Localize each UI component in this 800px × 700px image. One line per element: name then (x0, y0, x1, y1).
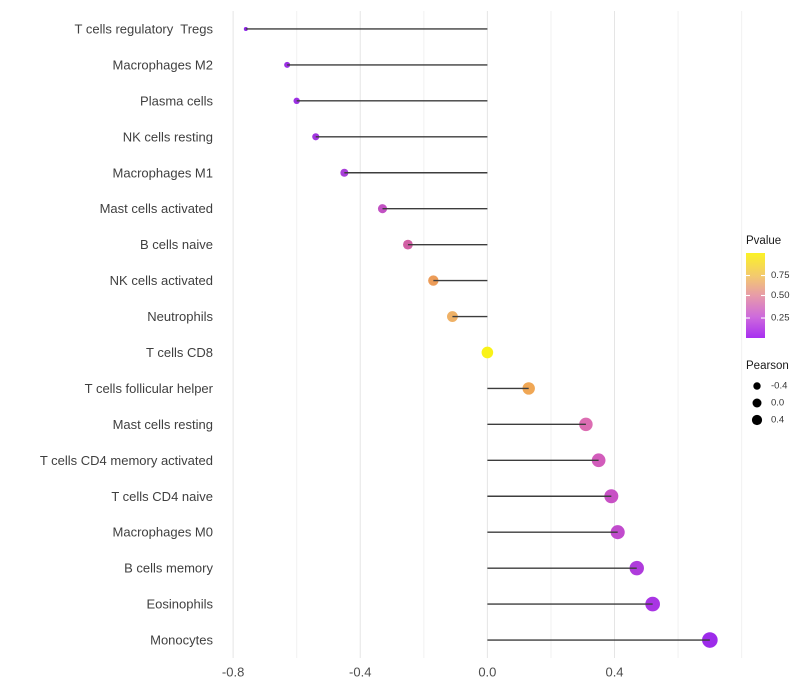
lollipop-rows (243, 26, 718, 648)
lollipop-row (487, 632, 718, 648)
colorbar-tick-label: 0.50 (771, 290, 790, 301)
pearson-size-legend-entries: -0.4 0.0 0.4 (751, 381, 787, 426)
size-legend-dot (752, 398, 762, 408)
lollipop-point (428, 275, 439, 286)
size-legend-label: 0.0 (771, 398, 784, 409)
lollipop-point (645, 596, 660, 612)
size-legend-label: 0.4 (771, 415, 784, 426)
x-axis-label: -0.4 (349, 665, 371, 680)
y-axis-label: B cells memory (124, 561, 213, 576)
pvalue-legend-title: Pvalue (746, 235, 781, 247)
lollipop-row (243, 26, 488, 31)
lollipop-point (591, 453, 606, 468)
lollipop-row (312, 133, 488, 141)
lollipop-point (481, 346, 494, 359)
lollipop-row (487, 596, 660, 612)
y-axis-label: Mast cells activated (100, 201, 213, 216)
y-axis-label: Macrophages M2 (113, 57, 213, 72)
y-axis-label: T cells CD4 memory activated (40, 453, 213, 468)
x-axis-label: 0.0 (478, 665, 496, 680)
y-axis-label: Plasma cells (140, 93, 213, 108)
lollipop-row (340, 168, 488, 177)
lollipop-row (293, 97, 488, 105)
lollipop-row (487, 560, 644, 576)
lollipop-row (487, 453, 606, 468)
lollipop-row (487, 382, 535, 395)
y-axis-label: Macrophages M0 (113, 525, 213, 540)
y-axis-label: Eosinophils (147, 597, 214, 612)
y-axis-label: T cells follicular helper (85, 381, 214, 396)
legend-panel: Pvalue 0.75 0.50 0.25 Pearson -0.4 0.0 0.4 (746, 235, 790, 426)
pvalue-colorbar-labels: 0.75 0.50 0.25 (771, 270, 790, 324)
colorbar-tick-label: 0.75 (771, 270, 790, 281)
y-axis-label: B cells naive (140, 237, 213, 252)
y-axis-label: T cells CD4 naive (111, 489, 213, 504)
y-axis-labels: T cells regulatory Tregs Macrophages M2 Pl… (40, 21, 214, 647)
x-axis-label: 0.4 (605, 665, 623, 680)
lollipop-row (487, 417, 593, 432)
size-legend-label: -0.4 (771, 381, 787, 392)
lollipop-row (487, 525, 625, 540)
lollipop-row (447, 311, 488, 322)
lollipop-row (284, 61, 488, 68)
y-axis-label: Neutrophils (147, 309, 213, 324)
lollipop-row (487, 489, 619, 504)
colorbar-tick-label: 0.25 (771, 313, 790, 324)
y-axis-label: Mast cells resting (113, 417, 213, 432)
y-axis-label: T cells regulatory Tregs (75, 21, 214, 36)
x-axis-labels: -0.8 -0.4 0.0 0.4 (222, 665, 624, 680)
lollipop-row (377, 204, 488, 214)
pearson-legend-title: Pearson (746, 360, 789, 372)
y-axis-label: Macrophages M1 (113, 165, 213, 180)
y-axis-label: Monocytes (150, 633, 213, 648)
lollipop-row (481, 346, 494, 359)
pvalue-colorbar-ticks (746, 274, 765, 319)
y-axis-label: NK cells resting (123, 129, 213, 144)
gridlines (232, 11, 743, 658)
size-legend-dot (751, 414, 763, 426)
y-axis-label: T cells CD8 (146, 345, 213, 360)
lollipop-row (428, 275, 488, 286)
pvalue-colorbar (746, 253, 765, 338)
x-axis-label: -0.8 (222, 665, 244, 680)
y-axis-label: NK cells activated (110, 273, 213, 288)
size-legend-dot (753, 382, 761, 390)
lollipop-row (403, 239, 488, 250)
